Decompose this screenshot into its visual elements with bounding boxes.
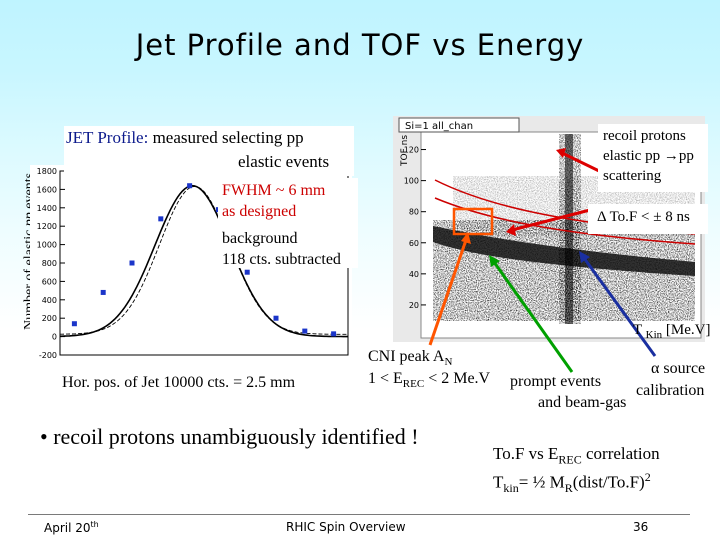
jet-fit-curve-alt	[60, 185, 348, 335]
tof-window-label: Δ To.F < ± 8 ns	[597, 209, 690, 225]
cni-label-line2: 1 < EREC < 2 Me.V	[368, 370, 491, 391]
jet-y-tick-label: 1800	[37, 167, 57, 176]
jet-data-point	[71, 321, 77, 327]
left-plot-header-line2: elastic events	[238, 152, 330, 171]
cni-peak-box	[452, 207, 494, 236]
footer-divider	[28, 514, 690, 515]
tof-y-tick-label: 100	[404, 177, 419, 186]
jet-y-tick-label: 1000	[37, 241, 57, 250]
background-note: background 118 cts. subtracted	[222, 230, 341, 268]
tof-y-axis: 20 40 60 80 100 120	[404, 146, 426, 310]
prompt-label-line1: prompt events	[510, 373, 602, 390]
tof-y-tick-label: 40	[409, 270, 419, 279]
left-plot-caption: Hor. pos. of Jet 10000 cts. = 2.5 mm	[62, 374, 296, 391]
tof-panel-label: Si=1 all_chan	[405, 121, 473, 132]
jet-data-point	[158, 216, 164, 222]
jet-data-point	[331, 331, 337, 337]
left-plot-header-box	[64, 126, 354, 176]
slide-title: Jet Profile and TOF vs Energy	[135, 28, 585, 62]
arrow-cni	[428, 239, 468, 346]
jet-data-point	[100, 289, 106, 295]
arrow-alpha	[582, 257, 657, 357]
alpha-label-line1: α source	[651, 360, 706, 377]
left-plot-header: JET Profile: measured selecting pp	[66, 128, 304, 147]
footer-date: April 20th	[44, 520, 99, 535]
jet-fit-curve	[59, 184, 348, 338]
jet-data-point	[129, 260, 135, 266]
tof-y-tick-label: 60	[409, 239, 419, 248]
jet-y-tick-label: 1200	[37, 222, 57, 231]
jet-data-point	[273, 315, 279, 321]
jet-y-tick-label: 200	[42, 314, 57, 323]
fwhm-box	[218, 178, 358, 268]
arrow-tof-window	[511, 208, 591, 232]
jet-y-tick-label: 800	[42, 259, 57, 268]
tof-y-tick-label: 80	[409, 208, 419, 217]
jet-data-point	[187, 183, 193, 189]
prompt-label-line2: and beam-gas	[538, 394, 627, 411]
recoil-label-box	[598, 124, 708, 192]
arrow-prompt	[492, 261, 574, 373]
correlation-line1: To.F vs EREC correlation	[493, 444, 660, 467]
tof-energy-chart: Si=1 all_chan TOF ns 20 40 60 80 100 120	[393, 116, 705, 342]
jet-data-point	[244, 269, 250, 275]
cni-label-line1: CNI peak AN	[368, 348, 453, 369]
jet-data-point	[302, 328, 308, 334]
jet-y-tick-label: 600	[42, 277, 57, 286]
tof-window-box	[588, 204, 708, 234]
jet-y-tick-label: 1400	[37, 204, 57, 213]
conclusion-bullet: • recoil protons unambiguously identifie…	[40, 424, 419, 449]
tof-y-title: TOF ns	[400, 135, 410, 167]
tof-y-tick-label: 120	[404, 146, 419, 155]
jet-y-tick-label: 1600	[37, 185, 57, 194]
tof-x-label: T Kin [Me.V]	[633, 322, 711, 341]
footer-page-number: 36	[633, 520, 649, 534]
tof-y-tick-label: 20	[409, 301, 419, 310]
recoil-label: recoil protons elastic pp →pp scattering	[603, 128, 694, 184]
jet-y-tick-label: 400	[42, 296, 57, 305]
correlation-line2: Tkin= ½ MR(dist/To.F)2	[493, 470, 651, 496]
fwhm-note: FWHM ~ 6 mm as designed	[222, 182, 326, 220]
footer-title: RHIC Spin Overview	[286, 520, 406, 534]
alpha-label-line2: calibration	[636, 382, 705, 399]
jet-y-tick-label: -200	[39, 351, 57, 360]
jet-y-tick-label: 0	[52, 333, 57, 342]
